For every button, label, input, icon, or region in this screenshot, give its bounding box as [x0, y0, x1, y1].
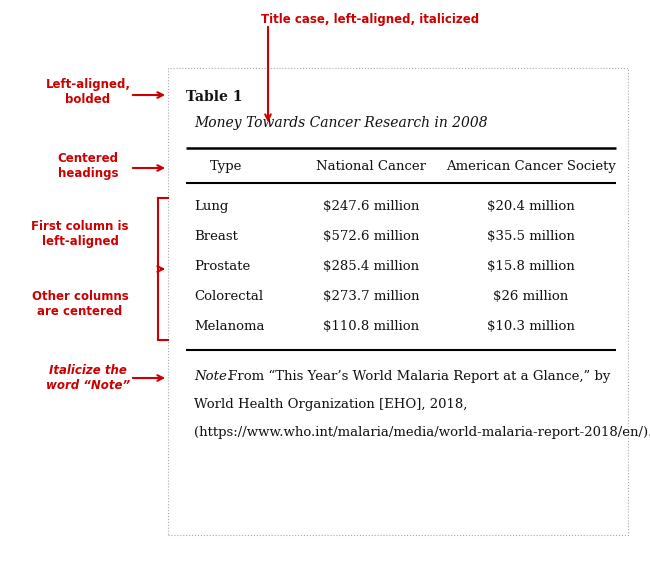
Text: $572.6 million: $572.6 million [323, 230, 419, 243]
Text: (https://www.who.int/malaria/media/world-malaria-report-2018/en/).: (https://www.who.int/malaria/media/world… [194, 426, 650, 439]
Text: First column is
left-aligned: First column is left-aligned [31, 220, 129, 248]
Text: Breast: Breast [194, 230, 238, 243]
Text: Melanoma: Melanoma [194, 320, 265, 333]
Text: Note.: Note. [194, 370, 231, 383]
Text: Lung: Lung [194, 200, 228, 213]
Text: $35.5 million: $35.5 million [487, 230, 575, 243]
Text: Title case, left-aligned, italicized: Title case, left-aligned, italicized [261, 13, 479, 26]
Text: Money Towards Cancer Research in 2008: Money Towards Cancer Research in 2008 [194, 116, 488, 130]
Text: National Cancer: National Cancer [316, 160, 426, 173]
Text: $110.8 million: $110.8 million [323, 320, 419, 333]
Text: Colorectal: Colorectal [194, 290, 263, 303]
Text: $247.6 million: $247.6 million [323, 200, 419, 213]
Text: $26 million: $26 million [493, 290, 569, 303]
Text: $273.7 million: $273.7 million [323, 290, 419, 303]
Text: Type: Type [210, 160, 242, 173]
Text: Other columns
are centered: Other columns are centered [32, 290, 129, 318]
Text: Centered
headings: Centered headings [57, 152, 118, 180]
Text: Prostate: Prostate [194, 260, 250, 273]
Text: From “This Year’s World Malaria Report at a Glance,” by: From “This Year’s World Malaria Report a… [224, 370, 610, 383]
Text: Table 1: Table 1 [186, 90, 242, 104]
Text: Italicize the
word “Note”: Italicize the word “Note” [46, 364, 130, 392]
Text: $20.4 million: $20.4 million [487, 200, 575, 213]
Text: $285.4 million: $285.4 million [323, 260, 419, 273]
Text: American Cancer Society: American Cancer Society [446, 160, 616, 173]
Text: World Health Organization [EHO], 2018,: World Health Organization [EHO], 2018, [194, 398, 467, 411]
Text: $15.8 million: $15.8 million [487, 260, 575, 273]
Text: $10.3 million: $10.3 million [487, 320, 575, 333]
Text: Left-aligned,
bolded: Left-aligned, bolded [46, 78, 131, 106]
Bar [168, 68, 628, 535]
